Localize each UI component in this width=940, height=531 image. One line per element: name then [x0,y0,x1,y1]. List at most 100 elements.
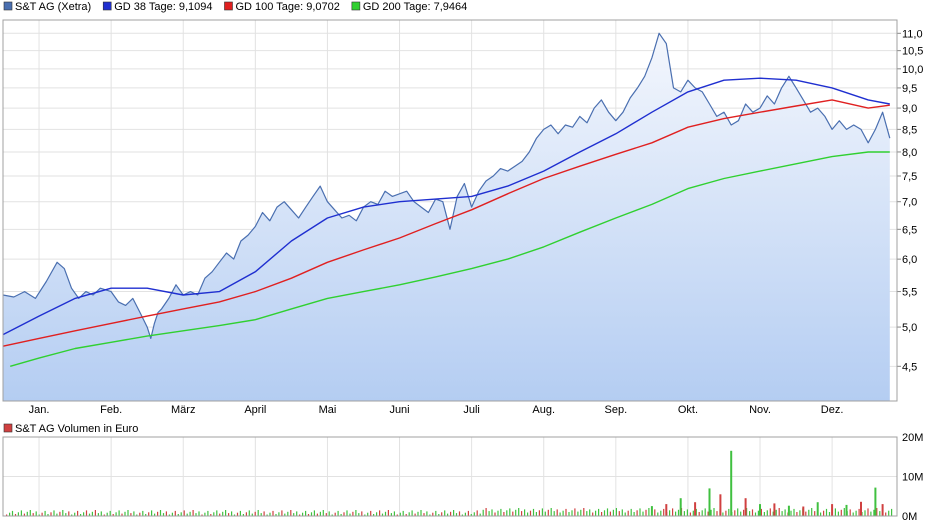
volume-bar-minor [450,511,452,516]
volume-bar-minor [210,514,212,516]
volume-bar-minor [32,513,34,516]
volume-bar-minor [100,511,102,517]
volume-bar-minor [518,508,520,516]
volume-bar-minor [464,512,466,516]
volume-bar-minor [186,513,188,516]
volume-bar-minor [645,509,647,516]
volume-bar-minor [293,513,295,516]
volume-bar-minor [367,512,369,516]
volume-bar-minor [713,508,715,516]
volume-bar-minor [855,510,857,516]
volume-bar-minor [716,511,718,516]
volume-y-tick-label: 10M [902,472,923,484]
volume-bar-minor [870,511,872,516]
volume-bar-minor [423,513,425,516]
volume-bar-minor [136,514,138,516]
volume-bar-minor [331,514,333,516]
volume-bar-minor [808,509,810,516]
price-y-tick-label: 7,5 [902,171,917,183]
volume-bar-minor [820,512,822,516]
volume-bar-minor [589,509,591,517]
volume-bar-minor [207,510,209,516]
volume-bar-minor [891,508,893,516]
volume-bar-minor [580,509,582,516]
volume-bar-minor [663,508,665,516]
volume-bar-minor [506,510,508,517]
volume-bar-minor [686,509,688,517]
volume-bar-minor [503,512,505,516]
volume-bar-minor [429,514,431,516]
volume-bar-minor [740,511,742,516]
volume-bar-minor [837,511,839,516]
volume-bar-minor [799,510,801,517]
volume-bar [665,504,668,516]
volume-bar-minor [725,510,727,516]
price-x-tick-label: Juli [463,404,480,416]
volume-bar-minor [577,511,579,516]
volume-bar-minor [225,510,227,516]
volume-bar-minor [565,508,567,516]
price-x-tick-label: Nov. [749,404,771,416]
volume-bar-minor [251,513,253,516]
volume-bar-minor [476,510,478,516]
volume-bar-minor [624,512,626,516]
volume-legend-label: S&T AG Volumen in Euro [15,423,138,435]
volume-bar-minor [370,510,372,516]
series-line-2 [2,99,890,347]
volume-bar-minor [325,513,327,516]
volume-bar-minor [473,512,475,517]
volume-bar-minor [885,512,887,516]
volume-bar-minor [772,511,774,516]
volume-bar-minor [183,510,185,516]
volume-bar-minor [606,508,609,516]
volume-bar-minor [642,511,644,516]
volume-bar-minor [879,511,881,516]
price-y-tick-label: 6,5 [902,224,917,236]
volume-bar-minor [488,511,490,516]
volume-bar [881,504,884,516]
volume-bar-minor [85,510,88,516]
volume-bar-minor [216,510,218,516]
volume-bar-minor [387,510,389,516]
volume-bar-minor [307,514,310,516]
volume-bar-minor [461,514,463,516]
volume-legend-swatch [3,423,13,433]
volume-bar-minor [393,511,395,517]
volume-bar-minor [677,509,680,516]
volume-bar-minor [598,508,600,516]
volume-y-tick-label: 20M [902,432,923,444]
volume-bar-minor [547,509,549,516]
volume-bar-minor [515,509,517,516]
price-y-tick-label: 9,5 [902,83,917,95]
volume-bar-minor [11,510,14,516]
volume-bar-minor [44,510,46,516]
volume-bar [874,487,877,516]
volume-bar-minor [50,512,52,517]
volume-bar-minor [467,510,469,516]
volume-bar-minor [426,511,428,517]
volume-bar-minor [236,512,239,516]
price-y-tick-label: 9,0 [902,103,917,115]
volume-bar-minor [189,511,191,516]
legend-label: GD 100 Tage: 9,0702 [235,1,339,13]
volume-bar-minor [53,510,55,516]
volume-bar-minor [322,510,324,516]
legend-swatch [224,1,233,11]
volume-bar-minor [148,512,150,517]
volume-bar-minor [698,512,700,516]
volume-bar-minor [751,509,754,517]
volume-bar-minor [541,508,543,516]
volume-bar-minor [358,513,360,516]
volume-bar-minor [124,511,126,516]
price-y-tick-label: 8,0 [902,147,917,159]
volume-bar-minor [482,509,484,516]
volume-bar-minor [266,514,268,516]
volume-bar-minor [165,511,167,517]
volume-bar-minor [269,512,271,516]
volume-bar-minor [615,508,617,516]
price-panel: 4,5 5,0 5,5 6,0 6,5 7,0 7,5 8,0 8,5 9,0 9,5 10,0 10,… [2,1,923,416]
volume-bar-minor [559,512,561,516]
volume-bar-minor [669,510,671,517]
volume-bar-minor [633,512,635,516]
volume-bar-minor [453,510,455,516]
